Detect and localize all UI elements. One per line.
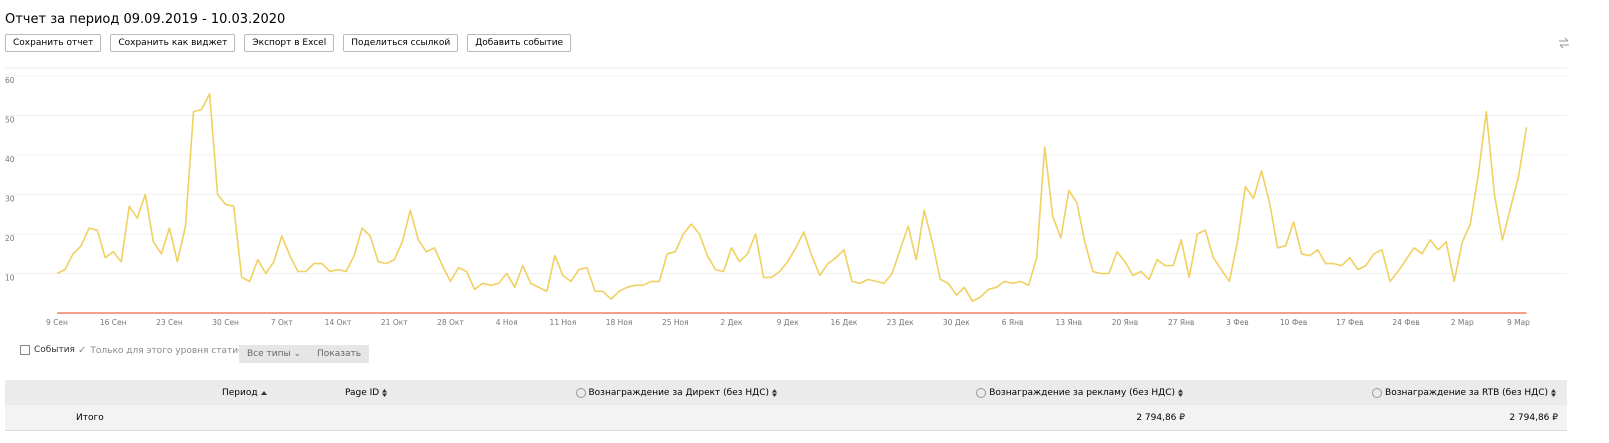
x-tick-label: 14 Окт xyxy=(325,318,352,327)
swap-icon[interactable] xyxy=(1558,37,1570,49)
y-tick-label: 50 xyxy=(5,116,15,125)
x-tick-label: 28 Окт xyxy=(437,318,464,327)
column-header[interactable]: Вознаграждение за рекламу (без НДС) xyxy=(976,388,1183,398)
column-header[interactable]: Page ID xyxy=(345,388,388,398)
x-tick-label: 16 Дек xyxy=(830,318,857,327)
checkmark: ✓ xyxy=(78,345,87,356)
x-tick-label: 11 Ноя xyxy=(550,318,577,327)
y-tick-label: 60 xyxy=(5,76,15,85)
x-tick-label: 10 Фев xyxy=(1280,318,1307,327)
data-line xyxy=(56,93,1528,302)
sort-icon xyxy=(260,391,267,395)
x-tick-label: 18 Ноя xyxy=(606,318,633,327)
x-tick-label: 21 Окт xyxy=(381,318,408,327)
x-tick-label: 7 Окт xyxy=(271,318,294,327)
label: Вознаграждение за RTB (без НДС) xyxy=(1385,388,1548,398)
label: Период xyxy=(222,388,258,398)
total-label: Итого xyxy=(76,413,104,423)
checkbox[interactable] xyxy=(20,345,30,355)
x-tick-label: 23 Сен xyxy=(156,318,183,327)
x-tick-label: 24 Фев xyxy=(1392,318,1419,327)
column-header[interactable]: Вознаграждение за Директ (без НДС) xyxy=(575,388,777,398)
label: Все типы xyxy=(247,349,291,359)
button[interactable]: Сохранить отчет xyxy=(5,34,102,52)
column-header[interactable]: Вознаграждение за RTB (без НДС) xyxy=(1372,388,1556,398)
x-tick-label: 2 Мар xyxy=(1451,318,1474,327)
button[interactable]: Добавить событие xyxy=(467,34,572,52)
sort-icon xyxy=(772,389,777,397)
x-tick-label: 17 Фев xyxy=(1336,318,1363,327)
column-header[interactable]: Период xyxy=(222,388,267,398)
x-tick-label: 9 Сен xyxy=(46,318,68,327)
x-tick-label: 30 Дек xyxy=(943,318,970,327)
button[interactable]: Экспорт в Excel xyxy=(244,34,335,52)
label: Только для этого уровня статистики xyxy=(90,345,266,356)
x-tick-label: 9 Дек xyxy=(777,318,800,327)
sort-icon xyxy=(1551,389,1556,397)
y-tick-label: 20 xyxy=(5,234,15,243)
y-tick-label: 10 xyxy=(5,274,15,283)
x-tick-label: 23 Дек xyxy=(887,318,914,327)
label: Вознаграждение за Директ (без НДС) xyxy=(588,388,770,398)
x-tick-label: 3 Фев xyxy=(1226,318,1249,327)
x-tick-label: 6 Янв xyxy=(1002,318,1024,327)
total-row: Итого 2 794,86 ₽ 2 794,86 ₽ xyxy=(5,405,1567,431)
total-value: 2 794,86 ₽ xyxy=(1509,413,1558,423)
x-tick-label: 16 Сен xyxy=(100,318,127,327)
help-icon[interactable] xyxy=(1372,388,1383,398)
y-tick-label: 40 xyxy=(5,155,15,164)
table-header: Период Page ID Вознаграждение за Директ … xyxy=(5,380,1567,405)
events-toggle[interactable]: События xyxy=(20,345,75,355)
show-button[interactable]: Показать xyxy=(309,345,370,363)
label: Вознаграждение за рекламу (без НДС) xyxy=(989,388,1175,398)
level-toggle[interactable]: ✓ Только для этого уровня статистики xyxy=(78,345,265,356)
button[interactable]: Сохранить как виджет xyxy=(110,34,236,52)
total-value: 2 794,86 ₽ xyxy=(1136,413,1185,423)
toolbar: Сохранить отчет Сохранить как виджет Экс… xyxy=(5,34,572,52)
button[interactable]: Показать xyxy=(309,345,370,363)
x-tick-label: 4 Ноя xyxy=(496,318,518,327)
x-tick-label: 30 Сен xyxy=(212,318,239,327)
x-tick-label: 13 Янв xyxy=(1056,318,1082,327)
button[interactable]: Поделиться ссылкой xyxy=(343,34,459,52)
x-tick-label: 2 Дек xyxy=(720,318,743,327)
label: Page ID xyxy=(345,388,380,398)
sort-icon xyxy=(1178,389,1183,397)
chart: 10 20 30 40 50 60 9 Сен 16 Сен 23 Сен 30 Сен 7 Окт… xyxy=(5,67,1567,327)
sort-icon xyxy=(382,389,388,397)
x-tick-label: 9 Мар xyxy=(1507,318,1530,327)
x-tick-label: 27 Янв xyxy=(1168,318,1194,327)
y-tick-label: 30 xyxy=(5,195,15,204)
types-select[interactable]: Все типы ⌄ xyxy=(239,345,310,363)
x-tick-label: 20 Янв xyxy=(1112,318,1138,327)
x-tick-label: 25 Ноя xyxy=(662,318,689,327)
page-title: Отчет за период 09.09.2019 - 10.03.2020 xyxy=(5,12,286,27)
label: События xyxy=(34,345,75,355)
help-icon[interactable] xyxy=(976,388,987,398)
select[interactable]: Все типы ⌄ xyxy=(239,345,310,363)
help-icon[interactable] xyxy=(575,388,586,398)
